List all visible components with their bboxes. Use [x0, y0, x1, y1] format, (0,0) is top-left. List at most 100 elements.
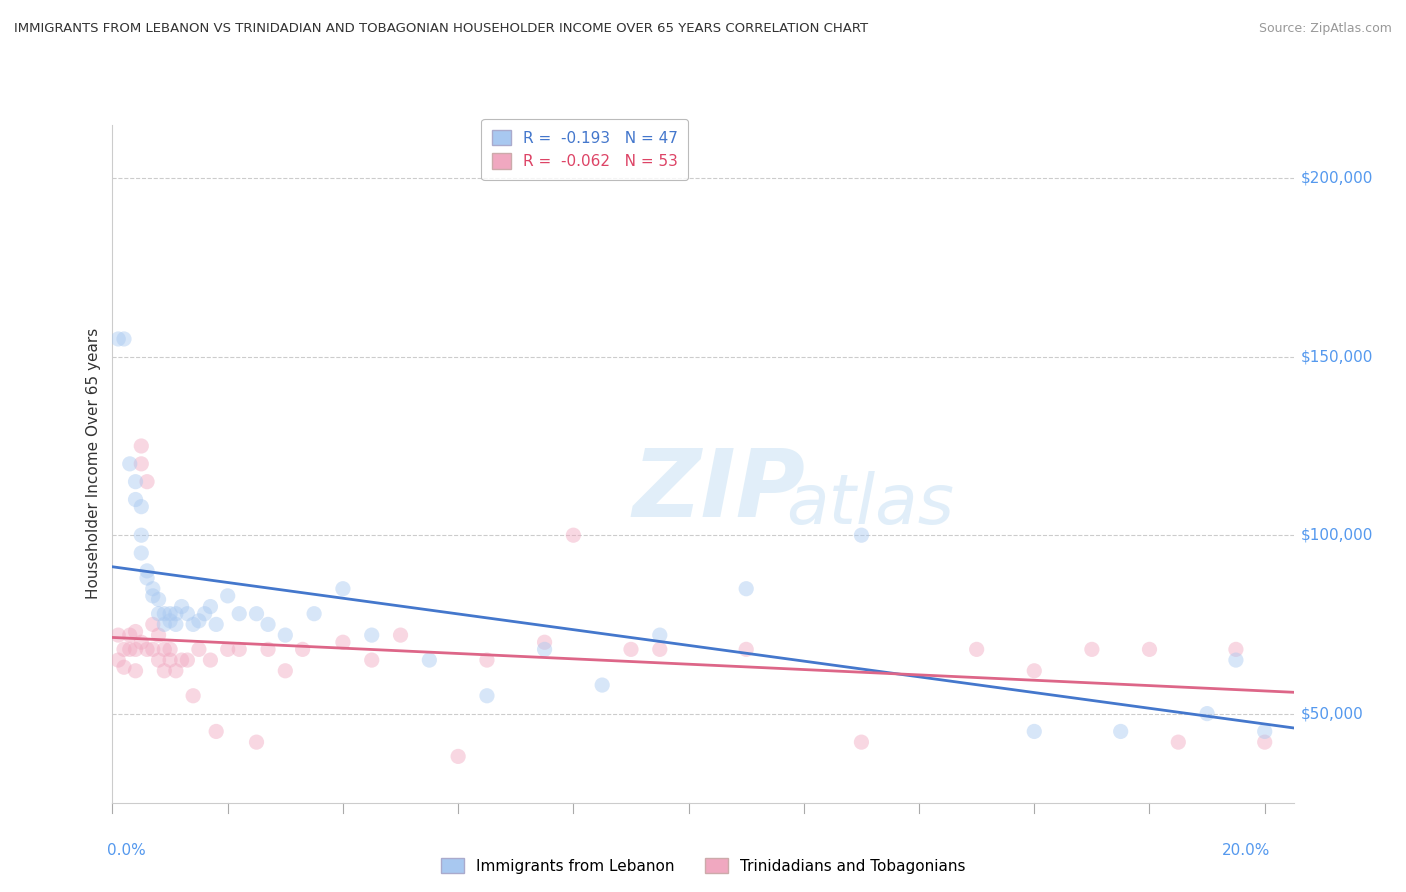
- Point: [129, 439, 152, 453]
- Point: [148, 592, 170, 607]
- Point: [124, 664, 146, 678]
- Point: [217, 589, 239, 603]
- Point: [1167, 735, 1189, 749]
- Point: [332, 635, 354, 649]
- Point: [966, 642, 988, 657]
- Text: $100,000: $100,000: [1301, 528, 1372, 542]
- Legend: Immigrants from Lebanon, Trinidadians and Tobagonians: Immigrants from Lebanon, Trinidadians an…: [434, 852, 972, 880]
- Text: 20.0%: 20.0%: [1222, 844, 1271, 858]
- Point: [475, 689, 498, 703]
- Point: [735, 642, 758, 657]
- Point: [562, 528, 585, 542]
- Point: [136, 564, 159, 578]
- Point: [118, 457, 141, 471]
- Point: [148, 607, 170, 621]
- Point: [302, 607, 325, 621]
- Point: [418, 653, 440, 667]
- Text: $50,000: $50,000: [1301, 706, 1364, 721]
- Point: [153, 664, 176, 678]
- Point: [165, 664, 187, 678]
- Point: [360, 628, 382, 642]
- Point: [205, 724, 228, 739]
- Point: [533, 635, 555, 649]
- Point: [159, 642, 181, 657]
- Point: [129, 500, 152, 514]
- Point: [620, 642, 643, 657]
- Point: [648, 642, 671, 657]
- Point: [257, 642, 280, 657]
- Point: [142, 582, 165, 596]
- Point: [187, 642, 209, 657]
- Point: [153, 617, 176, 632]
- Point: [181, 617, 204, 632]
- Point: [107, 332, 129, 346]
- Point: [136, 642, 159, 657]
- Point: [1024, 664, 1046, 678]
- Point: [591, 678, 613, 692]
- Point: [112, 660, 135, 674]
- Point: [165, 617, 187, 632]
- Point: [148, 653, 170, 667]
- Point: [1109, 724, 1132, 739]
- Point: [142, 589, 165, 603]
- Point: [648, 628, 671, 642]
- Point: [533, 642, 555, 657]
- Point: [159, 653, 181, 667]
- Point: [124, 475, 146, 489]
- Point: [136, 475, 159, 489]
- Point: [245, 735, 267, 749]
- Point: [159, 614, 181, 628]
- Point: [1024, 724, 1046, 739]
- Text: Source: ZipAtlas.com: Source: ZipAtlas.com: [1258, 22, 1392, 36]
- Point: [228, 607, 250, 621]
- Point: [112, 332, 135, 346]
- Point: [274, 628, 297, 642]
- Point: [447, 749, 470, 764]
- Point: [200, 599, 222, 614]
- Legend: R =  -0.193   N = 47, R =  -0.062   N = 53: R = -0.193 N = 47, R = -0.062 N = 53: [481, 119, 689, 180]
- Point: [217, 642, 239, 657]
- Point: [112, 642, 135, 657]
- Point: [291, 642, 314, 657]
- Point: [187, 614, 209, 628]
- Point: [475, 653, 498, 667]
- Point: [107, 653, 129, 667]
- Point: [851, 528, 873, 542]
- Point: [1225, 642, 1247, 657]
- Point: [107, 628, 129, 642]
- Point: [176, 607, 198, 621]
- Point: [142, 642, 165, 657]
- Point: [148, 628, 170, 642]
- Point: [360, 653, 382, 667]
- Point: [124, 642, 146, 657]
- Text: atlas: atlas: [786, 471, 953, 538]
- Point: [257, 617, 280, 632]
- Point: [851, 735, 873, 749]
- Point: [170, 599, 193, 614]
- Point: [194, 607, 217, 621]
- Point: [735, 582, 758, 596]
- Y-axis label: Householder Income Over 65 years: Householder Income Over 65 years: [86, 328, 101, 599]
- Point: [124, 624, 146, 639]
- Point: [389, 628, 412, 642]
- Point: [165, 607, 187, 621]
- Point: [245, 607, 267, 621]
- Point: [153, 607, 176, 621]
- Point: [124, 492, 146, 507]
- Point: [129, 546, 152, 560]
- Point: [274, 664, 297, 678]
- Point: [332, 582, 354, 596]
- Point: [159, 607, 181, 621]
- Point: [1254, 724, 1277, 739]
- Point: [1081, 642, 1104, 657]
- Point: [205, 617, 228, 632]
- Point: [228, 642, 250, 657]
- Text: $150,000: $150,000: [1301, 350, 1372, 364]
- Point: [181, 689, 204, 703]
- Point: [129, 635, 152, 649]
- Point: [176, 653, 198, 667]
- Text: IMMIGRANTS FROM LEBANON VS TRINIDADIAN AND TOBAGONIAN HOUSEHOLDER INCOME OVER 65: IMMIGRANTS FROM LEBANON VS TRINIDADIAN A…: [14, 22, 868, 36]
- Text: $200,000: $200,000: [1301, 171, 1372, 186]
- Point: [142, 617, 165, 632]
- Point: [1139, 642, 1161, 657]
